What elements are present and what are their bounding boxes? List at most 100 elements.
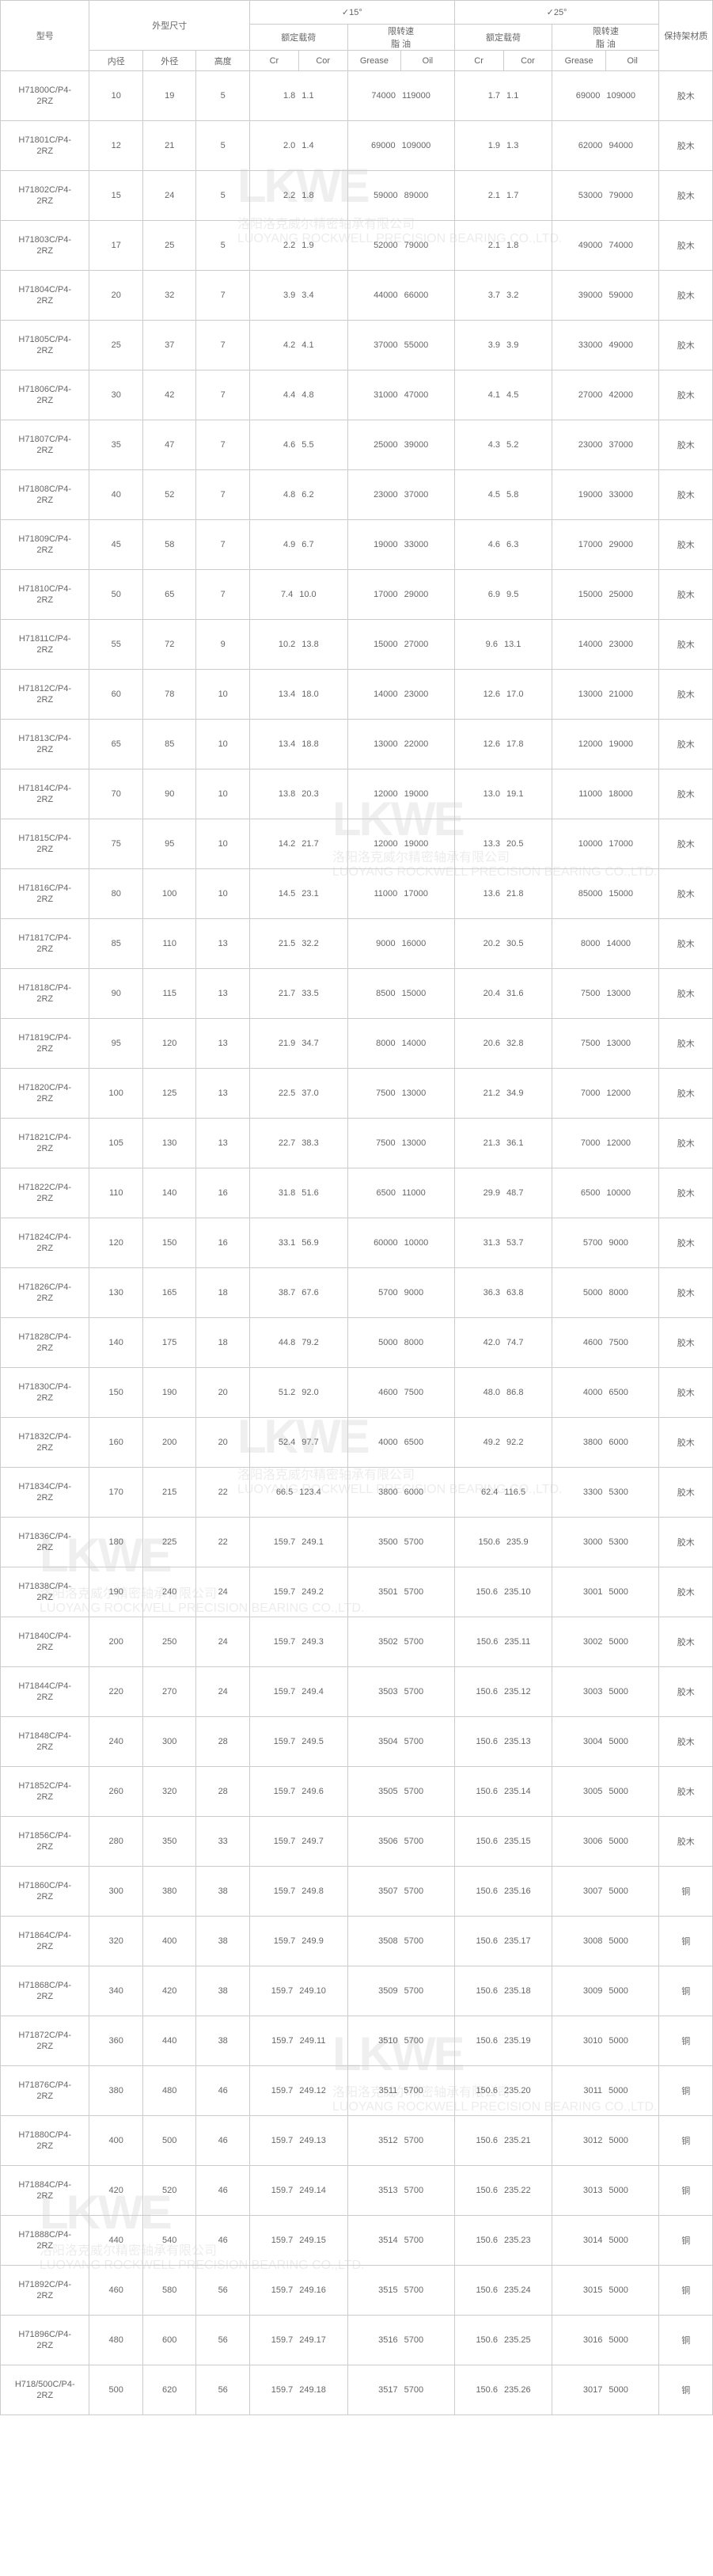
- cell-inner: 65: [89, 720, 142, 769]
- cell-model: H71864C/P4-2RZ: [1, 1917, 89, 1966]
- cell-height: 46: [196, 2166, 249, 2216]
- cell-load15: 13.820.3: [249, 769, 347, 819]
- cell-speed25: 30175000: [552, 2365, 659, 2415]
- cell-load15: 159.7249.2: [249, 1567, 347, 1617]
- cell-load25: 9.613.1: [454, 620, 552, 670]
- cell-speed25: 1200019000: [552, 720, 659, 769]
- cell-speed25: 30045000: [552, 1717, 659, 1767]
- cell-speed15: 35035700: [347, 1667, 454, 1717]
- cell-outer: 19: [142, 71, 195, 121]
- cell-cage: 胶木: [659, 819, 713, 869]
- cell-height: 7: [196, 570, 249, 620]
- cell-speed15: 35025700: [347, 1617, 454, 1667]
- cell-outer: 225: [142, 1518, 195, 1567]
- cell-cage: 胶木: [659, 1418, 713, 1468]
- cell-speed25: 1400023000: [552, 620, 659, 670]
- cell-load15: 159.7249.4: [249, 1667, 347, 1717]
- cell-inner: 75: [89, 819, 142, 869]
- cell-load25: 150.6235.25: [454, 2316, 552, 2365]
- cell-load25: 31.353.7: [454, 1218, 552, 1268]
- cell-height: 18: [196, 1268, 249, 1318]
- cell-inner: 260: [89, 1767, 142, 1817]
- cell-model: H71817C/P4-2RZ: [1, 919, 89, 969]
- cell-inner: 120: [89, 1218, 142, 1268]
- cell-speed15: 46007500: [347, 1368, 454, 1418]
- cell-load25: 1.71.1: [454, 71, 552, 121]
- cell-outer: 65: [142, 570, 195, 620]
- cell-load25: 21.234.9: [454, 1069, 552, 1119]
- table-row: H71821C/P4-2RZ1051301322.738.37500130002…: [1, 1119, 713, 1168]
- cell-model: H71856C/P4-2RZ: [1, 1817, 89, 1867]
- cell-speed25: 30095000: [552, 1966, 659, 2016]
- cell-model: H71816C/P4-2RZ: [1, 869, 89, 919]
- cell-load15: 14.523.1: [249, 869, 347, 919]
- cell-inner: 400: [89, 2116, 142, 2166]
- cell-height: 46: [196, 2216, 249, 2266]
- cell-model: H71824C/P4-2RZ: [1, 1218, 89, 1268]
- cell-outer: 165: [142, 1268, 195, 1318]
- cell-load25: 2.11.7: [454, 171, 552, 221]
- cell-model: H71860C/P4-2RZ: [1, 1867, 89, 1917]
- cell-load15: 33.156.9: [249, 1218, 347, 1268]
- cell-cage: 胶木: [659, 171, 713, 221]
- cell-speed15: 69000109000: [347, 121, 454, 171]
- cell-outer: 130: [142, 1119, 195, 1168]
- table-row: H71804C/P4-2RZ203273.93.444000660003.73.…: [1, 271, 713, 321]
- cell-height: 5: [196, 121, 249, 171]
- cell-inner: 100: [89, 1069, 142, 1119]
- cell-inner: 12: [89, 121, 142, 171]
- table-row: H71856C/P4-2RZ28035033159.7249.735065700…: [1, 1817, 713, 1867]
- cell-inner: 30: [89, 370, 142, 420]
- cell-model: H71896C/P4-2RZ: [1, 2316, 89, 2365]
- cell-model: H71808C/P4-2RZ: [1, 470, 89, 520]
- cell-cage: 胶木: [659, 71, 713, 121]
- cell-load25: 2.11.8: [454, 221, 552, 271]
- table-row: H71818C/P4-2RZ901151321.733.585001500020…: [1, 969, 713, 1019]
- cell-speed15: 650011000: [347, 1168, 454, 1218]
- cell-model: H71844C/P4-2RZ: [1, 1667, 89, 1717]
- cell-height: 16: [196, 1168, 249, 1218]
- cell-model: H71828C/P4-2RZ: [1, 1318, 89, 1368]
- cell-speed15: 35045700: [347, 1717, 454, 1767]
- cell-inner: 440: [89, 2216, 142, 2266]
- cell-cage: 铜: [659, 2316, 713, 2365]
- cell-cage: 铜: [659, 2216, 713, 2266]
- cell-outer: 300: [142, 1717, 195, 1767]
- cell-model: H71813C/P4-2RZ: [1, 720, 89, 769]
- cell-speed25: 700012000: [552, 1119, 659, 1168]
- table-row: H71801C/P4-2RZ122152.01.4690001090001.91…: [1, 121, 713, 171]
- cell-height: 13: [196, 1119, 249, 1168]
- cell-model: H71807C/P4-2RZ: [1, 420, 89, 470]
- cell-inner: 140: [89, 1318, 142, 1368]
- cell-height: 13: [196, 919, 249, 969]
- cell-speed25: 57009000: [552, 1218, 659, 1268]
- cell-load25: 3.73.2: [454, 271, 552, 321]
- table-row: H71864C/P4-2RZ32040038159.7249.935085700…: [1, 1917, 713, 1966]
- cell-height: 10: [196, 819, 249, 869]
- cell-load15: 159.7249.6: [249, 1767, 347, 1817]
- cell-cage: 铜: [659, 2116, 713, 2166]
- cell-model: H71880C/P4-2RZ: [1, 2116, 89, 2166]
- cell-height: 22: [196, 1468, 249, 1518]
- cell-outer: 175: [142, 1318, 195, 1368]
- cell-speed25: 46007500: [552, 1318, 659, 1368]
- cell-outer: 240: [142, 1567, 195, 1617]
- cell-speed15: 35105700: [347, 2016, 454, 2066]
- cell-cage: 胶木: [659, 1767, 713, 1817]
- cell-load25: 1.91.3: [454, 121, 552, 171]
- cell-model: H71888C/P4-2RZ: [1, 2216, 89, 2266]
- cell-load15: 4.65.5: [249, 420, 347, 470]
- cell-height: 7: [196, 271, 249, 321]
- cell-height: 38: [196, 1867, 249, 1917]
- cell-load25: 21.336.1: [454, 1119, 552, 1168]
- cell-outer: 100: [142, 869, 195, 919]
- cell-load15: 22.537.0: [249, 1069, 347, 1119]
- cell-cage: 胶木: [659, 370, 713, 420]
- cell-height: 56: [196, 2365, 249, 2415]
- cell-model: H71852C/P4-2RZ: [1, 1767, 89, 1817]
- cell-load15: 2.21.8: [249, 171, 347, 221]
- cell-height: 7: [196, 321, 249, 370]
- cell-speed15: 1300022000: [347, 720, 454, 769]
- table-row: H71832C/P4-2RZ1602002052.497.74000650049…: [1, 1418, 713, 1468]
- cell-load25: 150.6235.18: [454, 1966, 552, 2016]
